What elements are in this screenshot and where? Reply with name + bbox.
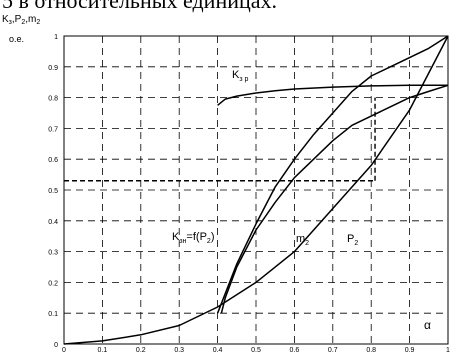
y-tick-label: 0 [54,342,58,349]
x-tick-label: 0.7 [328,347,338,353]
y-axis-label: Kз,P2,m2 [2,14,40,26]
y-axis-unit: о.е. [9,34,24,44]
series-label-kzn: Kзн=f(P2) [172,231,214,245]
chart-labels: Kз,P2,m2 о.е. α Kз р Kзн=f(P2) m2 P2 [2,14,431,332]
y-tick-label: 0.9 [48,65,58,72]
chart-grid [64,36,448,344]
chart-frame [63,35,449,345]
plot-frame [63,35,449,345]
series-label-m2: m2 [296,233,309,247]
x-tick-label: 0.5 [251,347,261,353]
series-line-kzr [217,84,448,106]
y-tick-label: 0.4 [48,219,58,226]
y-tick-label: 0.6 [48,157,58,164]
y-tick-label: 1 [54,34,58,41]
x-tick-label: 0 [62,347,66,353]
x-tick-label: 1 [446,347,450,353]
x-axis-label: α [424,318,431,332]
series-label-p2: P2 [347,233,358,247]
x-tick-label: 0.8 [366,347,376,353]
x-tick-label: 0.6 [290,347,300,353]
y-tick-label: 0.1 [48,311,58,318]
x-tick-label: 0.9 [405,347,415,353]
y-tick-label: 0.5 [48,188,58,195]
series-line-p2 [63,35,449,345]
x-tick-label: 0.4 [213,347,223,353]
reference-lines [64,97,376,182]
series-line-m2 [220,84,449,314]
y-tick-label: 0.3 [48,250,58,257]
x-tick-label: 0.2 [136,347,146,353]
figure-caption: 5 в относительных единицах. [2,0,278,13]
x-tick-label: 0.1 [98,347,108,353]
chart-series [63,35,449,345]
x-tick-label: 0.3 [174,347,184,353]
series-label-kzr: Kз р [232,69,248,83]
y-tick-label: 0.7 [48,126,58,133]
y-tick-label: 0.8 [48,96,58,103]
y-tick-label: 0.2 [48,280,58,287]
series-line-kzn [216,35,449,314]
tick-labels: 0 0.1 0.2 0.3 0.4 0.5 0.6 0.7 0.8 0.9 1 0 0.1 0.2 0.3 0… [48,34,450,353]
